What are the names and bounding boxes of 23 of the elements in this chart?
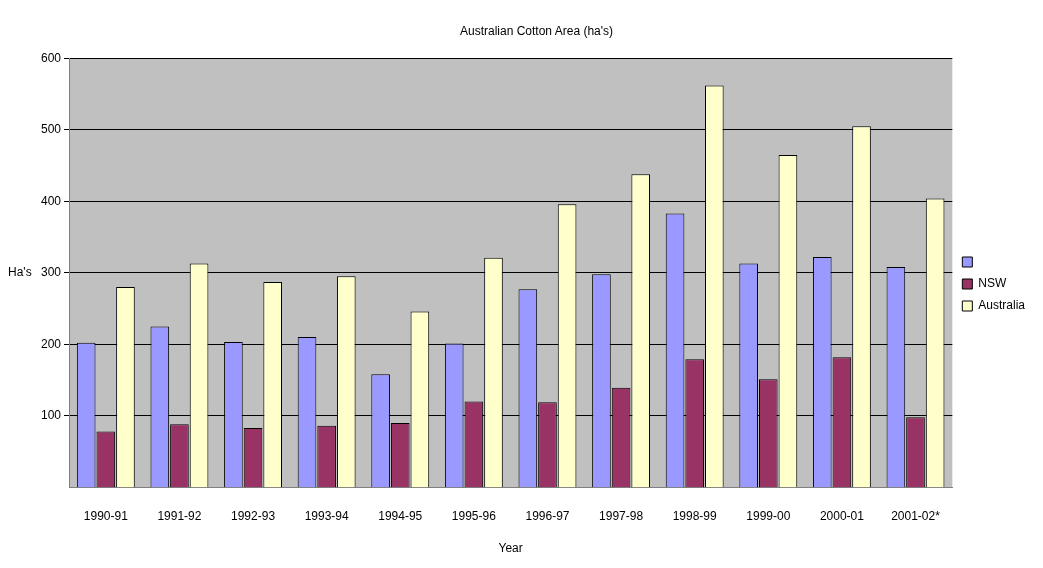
x-tick-label: 1995-96 [451, 508, 497, 523]
x-tick-label: 2000-01 [819, 508, 865, 523]
y-tick-label: 400 [40, 193, 62, 208]
legend-label: Australia [978, 298, 1026, 313]
y-axis-title: Ha's [8, 265, 32, 280]
y-tick-label: 500 [40, 122, 62, 137]
x-tick-label: 1992-93 [231, 508, 276, 523]
y-tick-label: 100 [40, 408, 62, 423]
chart-title: Australian Cotton Area (ha's) [459, 23, 614, 38]
x-tick-label: 1998-99 [672, 508, 718, 523]
y-tick-label: 600 [40, 50, 62, 65]
x-tick-label: 2001-02* [891, 508, 941, 523]
legend-label: NSW [978, 276, 1007, 291]
x-tick-label: 1996-97 [525, 508, 570, 523]
x-tick-label: 1994-95 [378, 508, 423, 523]
x-tick-label: 1990-91 [83, 508, 129, 523]
y-tick-label: 300 [40, 265, 62, 280]
y-tick-label: 200 [40, 336, 62, 351]
x-tick-label: 1993-94 [304, 508, 349, 523]
x-tick-label: 1997-98 [599, 508, 644, 523]
x-axis-title: Year [498, 541, 523, 556]
x-tick-label: 1991-92 [157, 508, 202, 523]
x-tick-label: 1999-00 [746, 508, 791, 523]
